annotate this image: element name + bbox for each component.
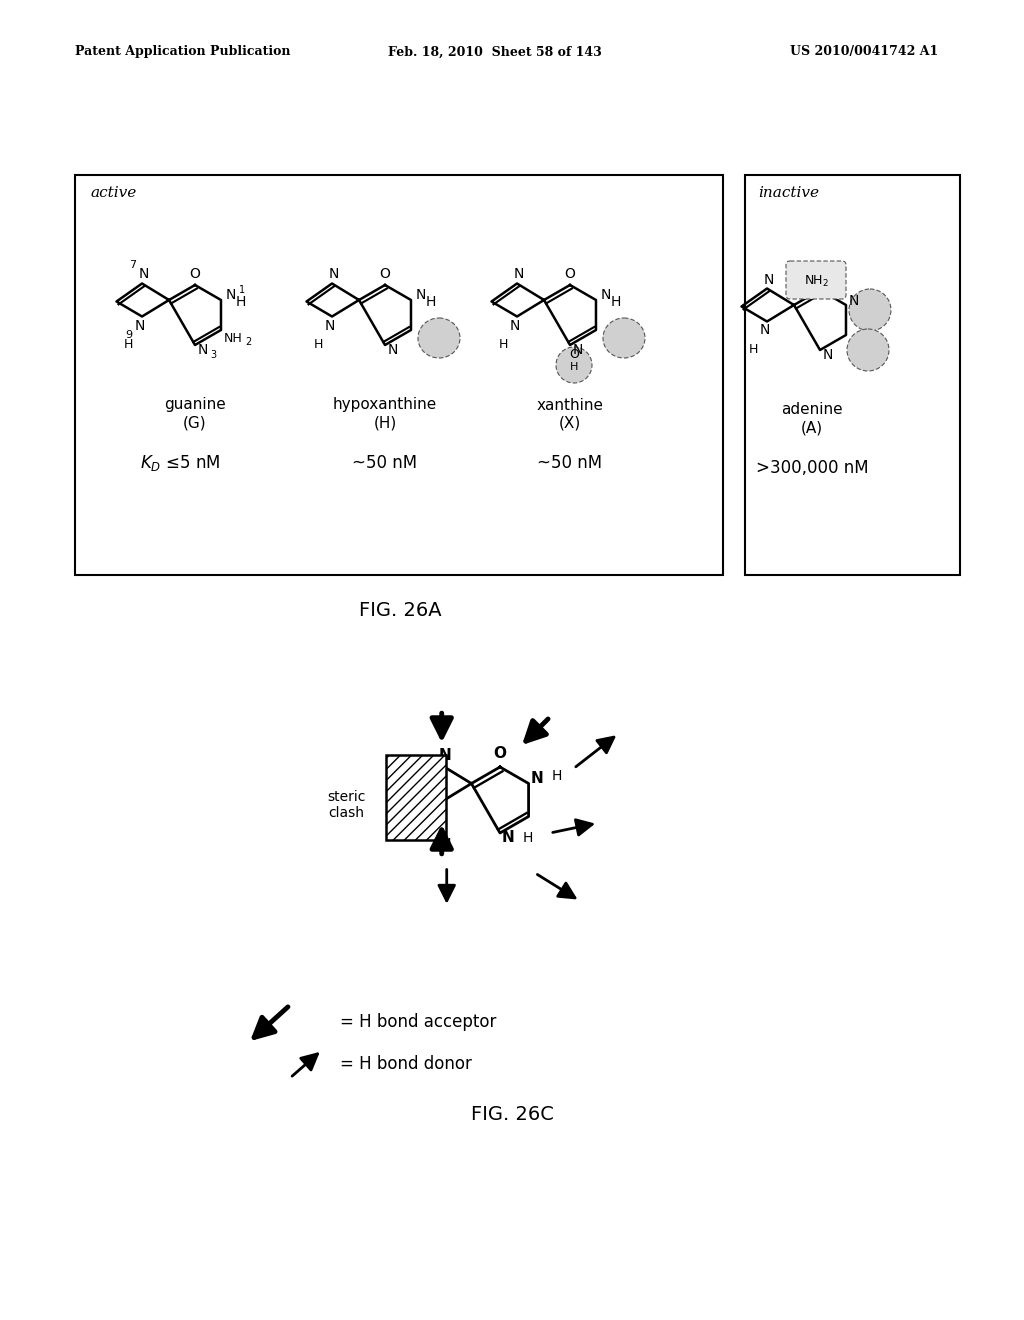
Text: Patent Application Publication: Patent Application Publication (75, 45, 291, 58)
Text: N: N (823, 348, 834, 362)
Text: 1: 1 (239, 285, 245, 294)
Text: ~50 nM: ~50 nM (352, 454, 418, 473)
Text: N: N (198, 343, 208, 356)
Text: N: N (572, 343, 584, 356)
Ellipse shape (418, 318, 460, 358)
Text: inactive: inactive (758, 186, 819, 201)
Text: H: H (610, 294, 622, 309)
Text: O: O (564, 267, 575, 281)
Text: N: N (849, 294, 859, 308)
Ellipse shape (847, 329, 889, 371)
Text: steric
clash: steric clash (328, 789, 366, 820)
Text: N: N (325, 318, 335, 333)
Text: active: active (90, 186, 136, 201)
Text: N: N (388, 343, 398, 356)
Text: (A): (A) (801, 421, 823, 436)
Text: H: H (313, 338, 323, 351)
Text: H: H (123, 338, 133, 351)
Text: H: H (499, 338, 508, 351)
Text: ~50 nM: ~50 nM (538, 454, 602, 473)
Text: adenine: adenine (781, 403, 843, 417)
Text: 2: 2 (245, 337, 251, 347)
Text: $K_D$ ≤5 nM: $K_D$ ≤5 nM (139, 453, 220, 473)
Text: N: N (530, 771, 543, 785)
Text: N: N (502, 830, 514, 846)
Ellipse shape (849, 289, 891, 331)
Text: H: H (442, 837, 452, 850)
Text: N: N (329, 268, 339, 281)
Text: guanine: guanine (164, 397, 226, 412)
Text: FIG. 26C: FIG. 26C (471, 1106, 553, 1125)
Text: H: H (569, 362, 579, 372)
Text: US 2010/0041742 A1: US 2010/0041742 A1 (790, 45, 938, 58)
Text: xanthine: xanthine (537, 397, 603, 412)
Bar (386, 755, 446, 840)
Text: (H): (H) (374, 416, 396, 430)
Text: N: N (760, 323, 770, 338)
Text: N: N (139, 268, 150, 281)
Text: 3: 3 (210, 350, 216, 360)
Text: >300,000 nM: >300,000 nM (756, 459, 868, 477)
Text: H: H (236, 294, 246, 309)
Text: (X): (X) (559, 416, 582, 430)
Text: Feb. 18, 2010  Sheet 58 of 143: Feb. 18, 2010 Sheet 58 of 143 (388, 45, 602, 58)
Text: N: N (514, 268, 524, 281)
Ellipse shape (556, 347, 592, 383)
Text: 7: 7 (129, 260, 136, 271)
Text: (G): (G) (183, 416, 207, 430)
Text: N: N (601, 288, 611, 302)
Text: H: H (523, 832, 534, 845)
Text: O: O (189, 267, 201, 281)
Text: O: O (380, 267, 390, 281)
Text: N: N (416, 288, 426, 302)
Text: N: N (438, 748, 452, 763)
Text: H: H (749, 343, 758, 356)
Text: H: H (426, 294, 436, 309)
Bar (745, 176, 961, 576)
FancyBboxPatch shape (786, 261, 846, 300)
Bar (75, 176, 723, 576)
Text: O: O (494, 746, 507, 760)
Text: = H bond acceptor: = H bond acceptor (340, 1012, 497, 1031)
Text: N: N (764, 272, 774, 286)
Text: N: N (510, 318, 520, 333)
Text: = H bond donor: = H bond donor (340, 1055, 472, 1073)
Text: FIG. 26A: FIG. 26A (358, 601, 441, 619)
Text: 9: 9 (126, 330, 132, 339)
Ellipse shape (603, 318, 645, 358)
Text: hypoxanthine: hypoxanthine (333, 397, 437, 412)
Text: O: O (569, 348, 579, 362)
Text: H: H (432, 824, 441, 836)
Text: N: N (135, 318, 145, 333)
Text: N: N (226, 288, 237, 302)
Text: N: N (432, 804, 445, 820)
Text: NH: NH (223, 331, 243, 345)
Text: NH$_2$: NH$_2$ (804, 273, 828, 289)
Text: H: H (551, 768, 562, 783)
